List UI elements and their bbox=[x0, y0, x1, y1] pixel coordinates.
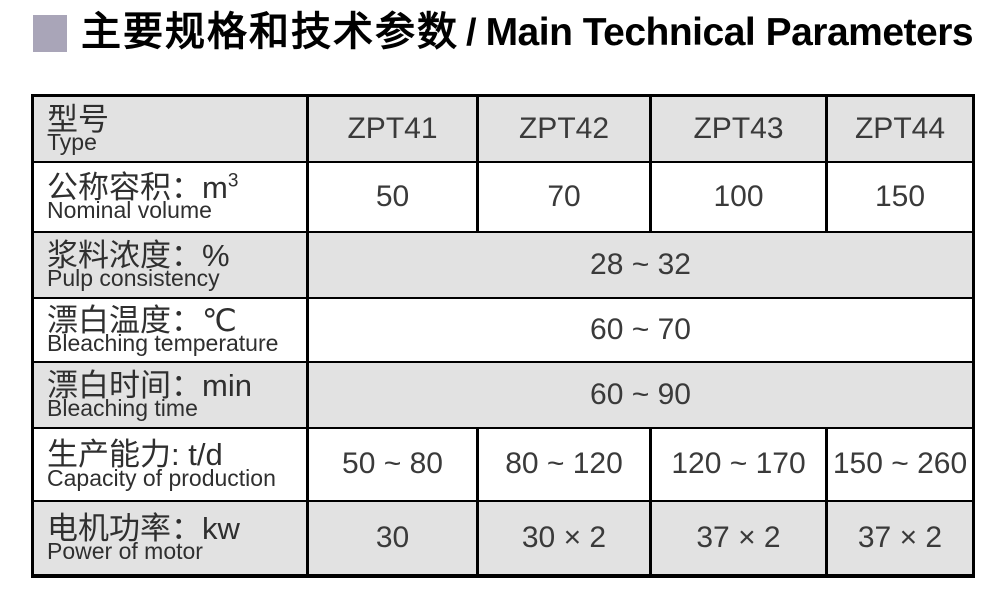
superscript-3: 3 bbox=[227, 170, 239, 192]
table-row-type: 型号 Type ZPT41 ZPT42 ZPT43 ZPT44 bbox=[31, 94, 975, 163]
cell-capacity-zpt43: 120 ~ 170 bbox=[649, 426, 828, 502]
table-row-motor-power: 电机功率：kw Power of motor 30 30 × 2 37 × 2 … bbox=[31, 499, 975, 577]
cell-volume-zpt43: 100 bbox=[649, 160, 828, 233]
cell-volume-zpt44: 150 bbox=[825, 160, 975, 233]
cell-pulp-consistency-label: 浆料浓度：% Pulp consistency bbox=[31, 230, 309, 299]
cell-motor-power-label: 电机功率：kw Power of motor bbox=[31, 499, 309, 577]
table-row-bleaching-temperature: 漂白温度：℃ Bleaching temperature 60 ~ 70 bbox=[31, 296, 975, 363]
label-cn-capacity: 生产能力: t/d bbox=[47, 437, 223, 473]
label-en-bleaching-time: Bleaching time bbox=[47, 395, 198, 422]
table-row-nominal-volume: 公称容积：m3 Nominal volume 50 70 100 150 bbox=[31, 160, 975, 233]
cell-model-zpt44: ZPT44 bbox=[826, 94, 975, 163]
page-title: 主要规格和技术参数 / Main Technical Parameters bbox=[81, 10, 974, 56]
cell-bleaching-time-label: 漂白时间：min Bleaching time bbox=[31, 360, 309, 429]
label-en-pulp-consistency: Pulp consistency bbox=[47, 265, 220, 292]
cell-motor-power-zpt42: 30 × 2 bbox=[476, 499, 652, 577]
cell-capacity-zpt41: 50 ~ 80 bbox=[306, 426, 479, 502]
title-chinese: 主要规格和技术参数 bbox=[81, 10, 459, 54]
cell-volume-zpt41: 50 bbox=[306, 160, 479, 233]
label-cn-motor-power: 电机功率：kw bbox=[47, 510, 240, 546]
cell-capacity-label: 生产能力: t/d Capacity of production bbox=[31, 426, 309, 502]
label-cn-type: 型号 bbox=[47, 102, 109, 138]
cell-model-zpt42: ZPT42 bbox=[477, 94, 652, 163]
cell-motor-power-zpt41: 30 bbox=[306, 499, 479, 577]
cell-motor-power-zpt44: 37 × 2 bbox=[825, 499, 975, 577]
cell-volume-zpt42: 70 bbox=[476, 160, 652, 233]
table-row-capacity: 生产能力: t/d Capacity of production 50 ~ 80… bbox=[31, 426, 975, 502]
cell-bleaching-temperature-label: 漂白温度：℃ Bleaching temperature bbox=[31, 296, 309, 363]
label-cn-bleaching-time: 漂白时间：min bbox=[47, 367, 252, 403]
cell-bleaching-time-value: 60 ~ 90 bbox=[306, 360, 975, 429]
title-english: Main Technical Parameters bbox=[485, 11, 974, 54]
cell-model-zpt41: ZPT41 bbox=[306, 94, 479, 163]
section-title: 主要规格和技术参数 / Main Technical Parameters bbox=[33, 10, 974, 56]
table-row-bleaching-time: 漂白时间：min Bleaching time 60 ~ 90 bbox=[31, 360, 975, 429]
technical-parameters-table: 型号 Type ZPT41 ZPT42 ZPT43 ZPT44 公称容积：m3 … bbox=[31, 94, 975, 578]
cell-motor-power-zpt43: 37 × 2 bbox=[649, 499, 828, 577]
label-cn-bleaching-temperature: 漂白温度：℃ bbox=[47, 302, 237, 338]
table-row-pulp-consistency: 浆料浓度：% Pulp consistency 28 ~ 32 bbox=[31, 230, 975, 299]
label-en-capacity: Capacity of production bbox=[47, 464, 276, 491]
label-cn-nominal-volume: 公称容积：m3 bbox=[47, 169, 239, 205]
cell-model-zpt43: ZPT43 bbox=[650, 94, 828, 163]
label-en-nominal-volume: Nominal volume bbox=[47, 197, 212, 224]
section-bullet-icon bbox=[33, 14, 67, 52]
label-en-motor-power: Power of motor bbox=[47, 538, 203, 565]
cell-bleaching-temperature-value: 60 ~ 70 bbox=[306, 296, 975, 363]
cell-type-label: 型号 Type bbox=[31, 94, 309, 163]
label-en-type: Type bbox=[47, 129, 97, 156]
label-cn-pulp-consistency: 浆料浓度：% bbox=[47, 237, 230, 273]
cell-pulp-consistency-value: 28 ~ 32 bbox=[306, 230, 975, 299]
label-en-bleaching-temperature: Bleaching temperature bbox=[47, 330, 279, 357]
title-separator: / bbox=[466, 12, 477, 54]
cell-capacity-zpt42: 80 ~ 120 bbox=[476, 426, 652, 502]
cell-capacity-zpt44: 150 ~ 260 bbox=[825, 426, 975, 502]
cell-nominal-volume-label: 公称容积：m3 Nominal volume bbox=[31, 160, 309, 233]
